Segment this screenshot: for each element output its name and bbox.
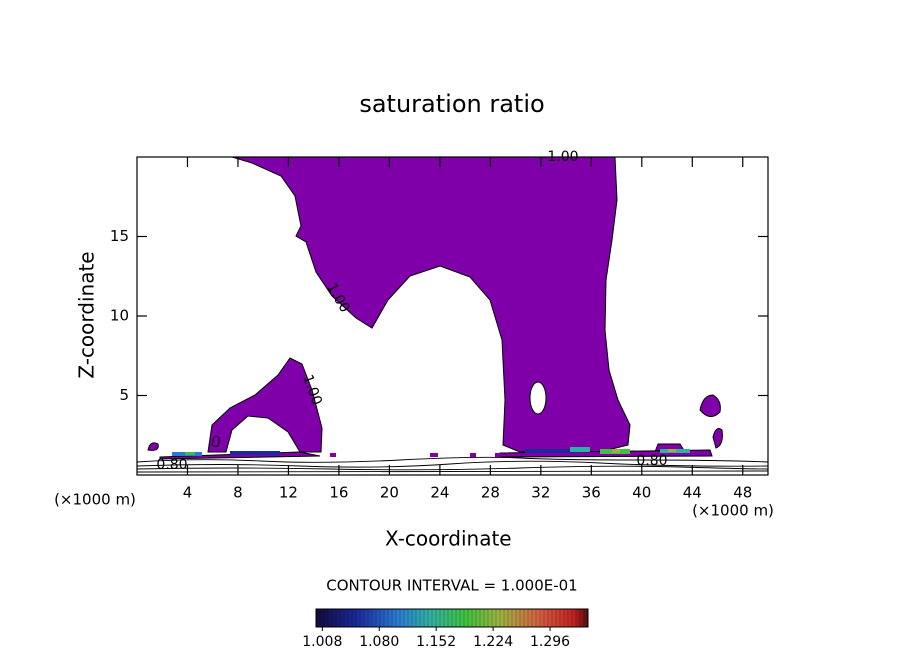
x-axis-label: X-coordinate xyxy=(385,527,512,551)
contour-lines xyxy=(137,456,768,473)
unit-label: (×1000 m) xyxy=(54,491,136,509)
y-tick-label: 10 xyxy=(110,307,129,325)
contour-label: 1.00 xyxy=(547,149,578,165)
colorbar-tick-label: 1.080 xyxy=(359,634,399,650)
saturated-region xyxy=(207,357,323,453)
x-tick-label: 44 xyxy=(683,484,702,502)
x-tick-label: 16 xyxy=(329,484,348,502)
colorbar-divisions xyxy=(319,609,585,627)
saturated-region xyxy=(147,442,159,451)
colorbar-tick-label: 1.152 xyxy=(416,634,456,650)
colorbar-tick-label: 1.224 xyxy=(473,634,513,650)
y-tick-label: 15 xyxy=(110,227,129,245)
x-tick-label: 12 xyxy=(279,484,298,502)
x-tick-label: 28 xyxy=(481,484,500,502)
x-tick-label: 48 xyxy=(733,484,752,502)
chart-title: saturation ratio xyxy=(359,90,544,118)
contour-label: 0.80 xyxy=(156,457,187,473)
saturated-region xyxy=(211,435,220,447)
x-tick-label: 20 xyxy=(380,484,399,502)
saturated-region xyxy=(712,428,723,449)
contour-field xyxy=(137,157,768,473)
colorbar xyxy=(315,608,589,628)
x-tick-label: 32 xyxy=(531,484,550,502)
region-hole xyxy=(529,381,547,415)
colorbar-tick-label: 1.008 xyxy=(302,634,342,650)
y-tick-label: 5 xyxy=(119,386,129,404)
x-tick-label: 40 xyxy=(632,484,651,502)
x-tick-label: 8 xyxy=(233,484,243,502)
speckles xyxy=(172,447,690,457)
contour-label: 0.80 xyxy=(636,453,667,469)
y-axis-label: Z-coordinate xyxy=(75,251,99,378)
x-tick-label: 24 xyxy=(430,484,449,502)
saturated-region xyxy=(231,157,631,453)
colorbar-tick-label: 1.296 xyxy=(530,634,570,650)
contour-interval: CONTOUR INTERVAL = 1.000E-01 xyxy=(326,577,577,595)
saturated-region xyxy=(699,394,721,417)
x-tick-label: 36 xyxy=(582,484,601,502)
unit-label: (×1000 m) xyxy=(692,502,774,520)
x-tick-label: 4 xyxy=(183,484,193,502)
